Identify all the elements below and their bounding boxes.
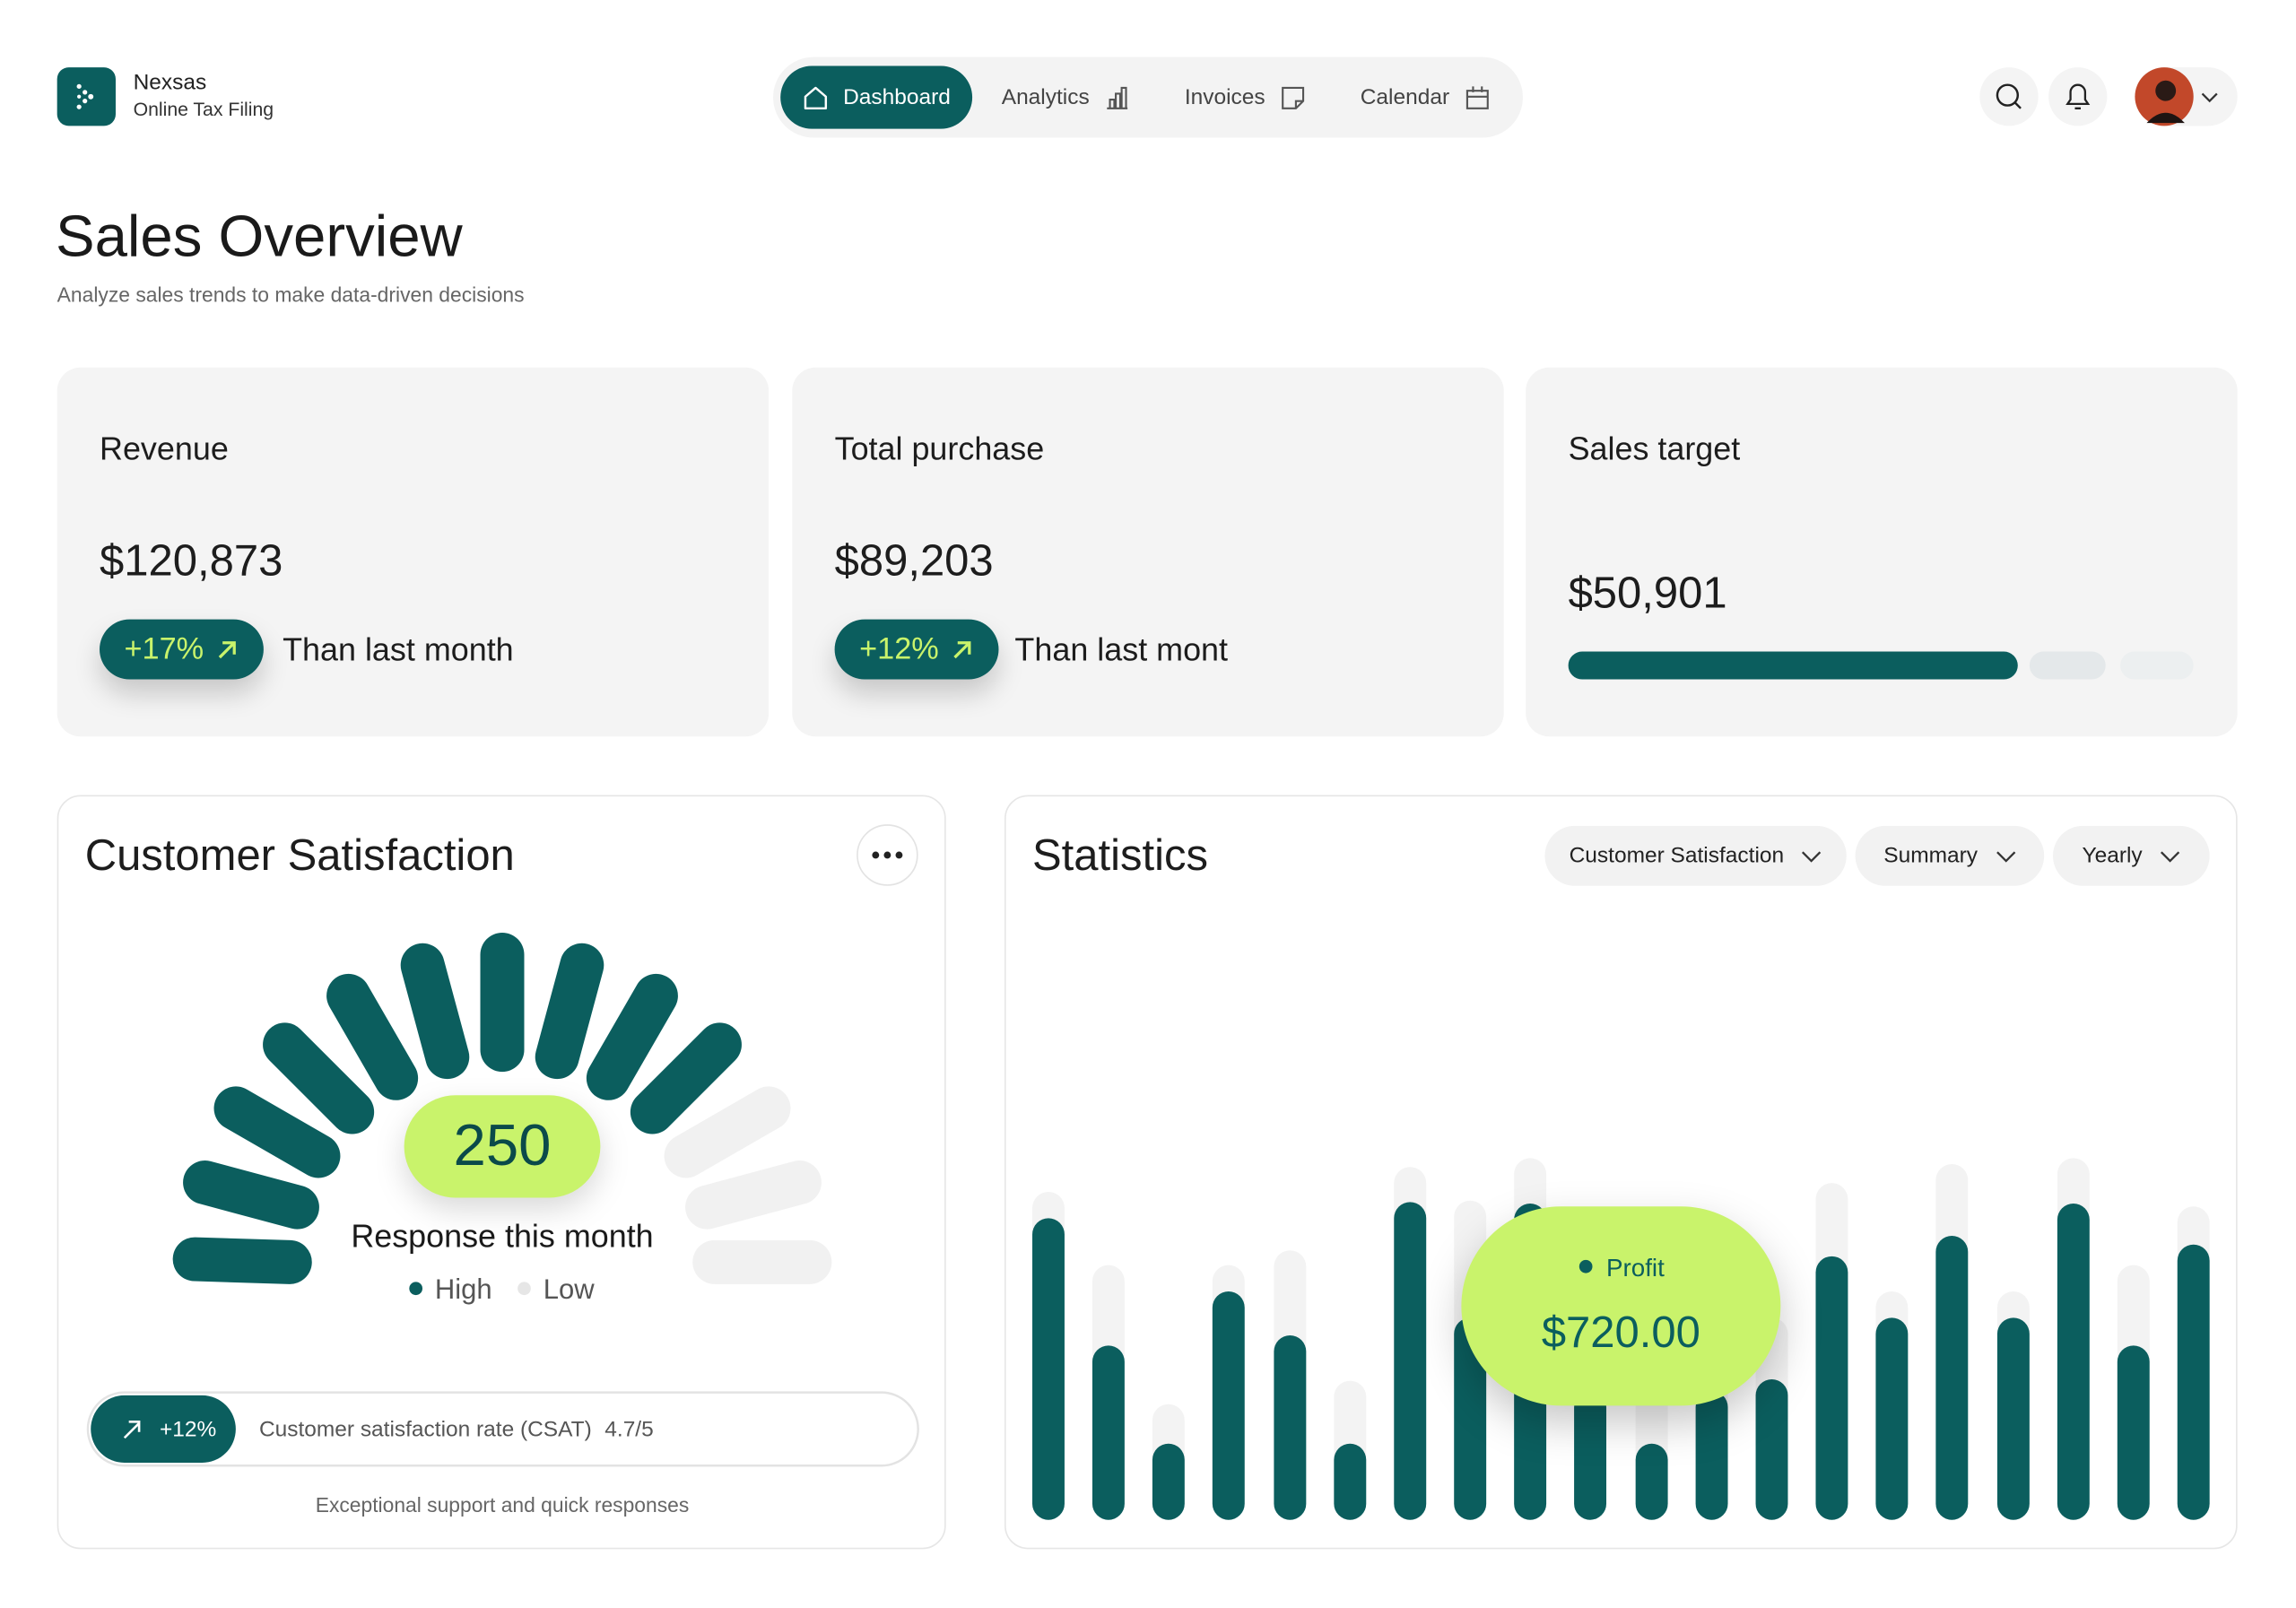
more-button[interactable] [855,823,919,888]
filter-label: Customer Satisfaction [1569,843,1785,869]
card-value: $120,873 [100,537,283,587]
satisfaction-gauge: 250 Response this month High Low +12% Cu… [86,932,919,1517]
filter-dropdown[interactable]: Yearly [2052,825,2210,886]
home-icon [804,85,827,109]
notification-button[interactable] [2048,67,2108,126]
search-button[interactable] [1979,67,2039,126]
legend-dot [409,1282,423,1296]
brand: Nexsas [133,70,207,96]
chevron [1802,850,1822,862]
filter-dropdown[interactable]: Customer Satisfaction [1544,825,1847,886]
csat-rate: 4.7/5 [604,1418,653,1442]
tooltip [1461,1206,1781,1406]
nav-dashboard[interactable]: Dashboard [780,65,973,129]
nav: Dashboard Analytics Invoices Calendar [773,56,1523,138]
panel-title: Statistics [1032,831,1208,881]
statistics-panel: Statistics Customer Satisfaction Summary… [1004,795,2238,1550]
legend-label: Low [544,1273,595,1305]
logo[interactable] [57,67,116,126]
card-note: Than last month [283,630,514,668]
panel-title: Customer Satisfaction [84,831,515,881]
card-value: $89,203 [834,537,994,587]
revenue-card: Revenue $120,873 +17% Than last month [57,367,770,737]
chart-icon [1107,86,1128,109]
change-badge: +12% [834,619,999,680]
nav-analytics[interactable]: Analytics [1002,65,1131,128]
tagline: Online Tax Filing [133,98,274,120]
profile-menu[interactable] [2135,67,2238,126]
card-label: Revenue [100,430,229,467]
nav-label: Calendar [1360,84,1450,110]
csat-badge [91,1395,236,1464]
legend-dot [517,1282,531,1296]
change-value: +17% [124,631,204,666]
tooltip-value: $720.00 [1542,1308,1700,1357]
footnote: Exceptional support and quick responses [316,1493,690,1517]
nav-label: Analytics [1001,84,1090,110]
change-value: +12% [859,631,939,666]
nav-calendar[interactable]: Calendar [1361,65,1491,128]
sales-target-card: Sales target $50,901 [1526,367,2238,737]
logo-icon [76,83,94,109]
purchase-card: Total purchase $89,203 +12% Than last mo… [792,367,1504,737]
invoice-icon [1282,86,1305,109]
arrow-icon [123,1420,141,1439]
filter-label: Summary [1883,843,1979,869]
calendar-icon [1465,85,1489,109]
change-badge: +17% [100,619,264,680]
legend-label: High [435,1273,492,1305]
target-progress [1568,651,2194,680]
bars [1032,1202,2210,1520]
count-badge [404,1095,601,1198]
csat-change: +12% [160,1418,216,1442]
tooltip-label: Profit [1606,1254,1665,1282]
csat-label: Customer satisfaction rate (CSAT) [259,1418,592,1442]
csat-bar [86,1391,919,1467]
response-count: 250 [454,1112,552,1178]
tooltip-dot [1578,1259,1593,1273]
count-label: Response this month [351,1218,653,1255]
filter-label: Yearly [2082,843,2143,869]
filter-dropdown[interactable]: Summary [1855,825,2045,886]
nav-label: Dashboard [843,84,951,110]
page-title: Sales Overview [56,204,463,270]
gauge-segments [172,932,832,1284]
card-label: Sales target [1568,430,1741,467]
chevron [2161,850,2180,862]
card-note: Than last mont [1014,630,1229,668]
page-subtitle: Analyze sales trends to make data-driven… [57,282,525,307]
card-value: $50,901 [1568,569,1727,618]
nav-invoices[interactable]: Invoices [1185,65,1307,128]
nav-label: Invoices [1184,84,1265,110]
arrow-icon [953,640,971,658]
chevron [1996,850,2015,862]
header-actions [1979,67,2238,126]
arrow-icon [218,640,237,658]
card-label: Total purchase [834,430,1045,467]
